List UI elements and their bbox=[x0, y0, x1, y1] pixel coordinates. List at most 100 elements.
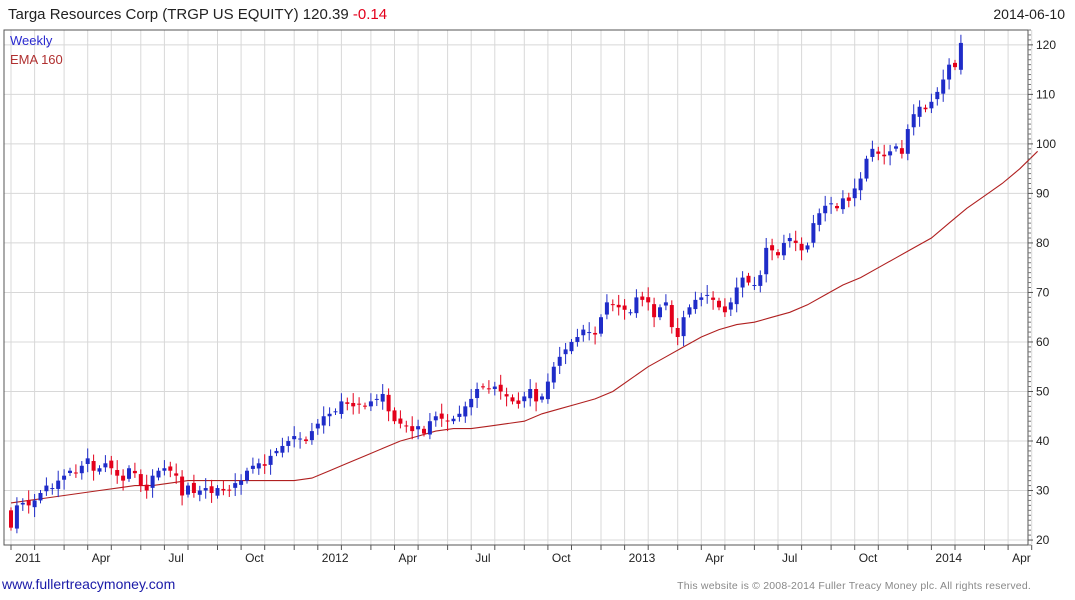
grid bbox=[4, 30, 1033, 545]
candle-body bbox=[935, 91, 940, 100]
candle-body bbox=[221, 488, 226, 491]
candle-body bbox=[203, 488, 208, 491]
candle-body bbox=[451, 418, 456, 422]
candle bbox=[669, 300, 674, 334]
candle bbox=[91, 454, 96, 481]
candle bbox=[227, 484, 232, 497]
y-tick-label: 40 bbox=[1036, 434, 1050, 448]
candle-body bbox=[681, 317, 686, 337]
y-tick-label: 80 bbox=[1036, 236, 1050, 250]
candle bbox=[351, 393, 356, 415]
candle-body bbox=[687, 307, 692, 315]
candle bbox=[62, 469, 67, 490]
candle-body bbox=[250, 465, 255, 469]
candle-body bbox=[327, 413, 332, 417]
candle-body bbox=[274, 450, 279, 454]
candle-body bbox=[569, 341, 574, 352]
candle-body bbox=[121, 475, 126, 481]
candle bbox=[433, 411, 438, 427]
candle bbox=[663, 294, 668, 311]
candle-body bbox=[634, 297, 639, 314]
candle-body bbox=[439, 413, 444, 419]
candle bbox=[363, 402, 367, 410]
candle bbox=[451, 415, 456, 425]
candle-body bbox=[923, 107, 928, 110]
candle-body bbox=[622, 305, 627, 310]
candle bbox=[486, 380, 491, 394]
y-axis: 20 30 40 50 60 70 80 90 100 110 120 bbox=[1028, 29, 1056, 547]
candle bbox=[498, 374, 503, 400]
candle bbox=[658, 304, 662, 321]
candle-body bbox=[699, 297, 704, 300]
candle bbox=[463, 401, 468, 423]
candle bbox=[327, 407, 332, 427]
candle-body bbox=[516, 400, 521, 404]
candle-body bbox=[793, 240, 798, 243]
candle bbox=[469, 389, 474, 416]
candle bbox=[681, 310, 686, 347]
candle-body bbox=[917, 106, 922, 117]
candle-body bbox=[534, 389, 539, 402]
candle bbox=[581, 324, 586, 342]
candle-body bbox=[14, 505, 19, 529]
candle-body bbox=[62, 475, 67, 480]
candle-body bbox=[528, 389, 533, 399]
candle bbox=[551, 362, 556, 389]
x-tick-label: Jul bbox=[475, 551, 490, 565]
candle-body bbox=[504, 394, 509, 397]
candle-body bbox=[693, 299, 698, 310]
candle-body bbox=[32, 500, 37, 508]
candle bbox=[852, 178, 857, 207]
candle bbox=[209, 479, 214, 503]
candle bbox=[79, 461, 84, 480]
candle bbox=[622, 299, 627, 320]
candle bbox=[593, 326, 598, 345]
candle bbox=[599, 314, 603, 337]
candle bbox=[186, 482, 190, 498]
candle bbox=[416, 419, 421, 440]
candle bbox=[522, 391, 527, 408]
candle-body bbox=[486, 388, 491, 390]
candle-body bbox=[492, 386, 497, 390]
y-tick-label: 60 bbox=[1036, 335, 1050, 349]
candle bbox=[439, 403, 444, 427]
candle bbox=[770, 238, 775, 261]
candle-body bbox=[445, 420, 450, 422]
candle bbox=[882, 144, 887, 165]
candle bbox=[333, 408, 338, 415]
candle-body bbox=[941, 79, 946, 94]
candle-body bbox=[321, 416, 326, 426]
candle-body bbox=[905, 129, 910, 154]
candle bbox=[846, 192, 851, 208]
candle bbox=[746, 272, 751, 286]
candle-body bbox=[888, 151, 893, 156]
candle-body bbox=[109, 460, 114, 469]
candle-body bbox=[280, 445, 285, 453]
candle bbox=[180, 470, 185, 506]
candle bbox=[191, 474, 196, 498]
candle bbox=[368, 393, 373, 412]
candle-body bbox=[73, 472, 78, 474]
chart-date: 2014-06-10 bbox=[993, 6, 1065, 22]
candle bbox=[829, 196, 834, 214]
copyright-text: This website is © 2008-2014 Fuller Treac… bbox=[677, 580, 1031, 592]
chart-title-main: Targa Resources Corp (TRGP US EQUITY) 12… bbox=[8, 6, 349, 23]
candle-body bbox=[268, 455, 273, 465]
candle-body bbox=[345, 402, 350, 404]
candle-body bbox=[304, 439, 308, 442]
candle bbox=[545, 373, 550, 404]
candle bbox=[764, 237, 769, 283]
candle bbox=[740, 271, 745, 298]
candle-body bbox=[752, 285, 757, 287]
candle bbox=[215, 485, 220, 499]
x-tick-label: 2013 bbox=[629, 551, 656, 565]
candle-body bbox=[799, 243, 804, 251]
site-link[interactable]: www.fullertreacymoney.com bbox=[2, 576, 176, 592]
candle-body bbox=[227, 489, 232, 491]
candle bbox=[888, 144, 893, 166]
candle-body bbox=[852, 188, 857, 199]
candle bbox=[144, 474, 149, 499]
candle-body bbox=[953, 62, 957, 68]
x-tick-label: Oct bbox=[552, 551, 571, 565]
